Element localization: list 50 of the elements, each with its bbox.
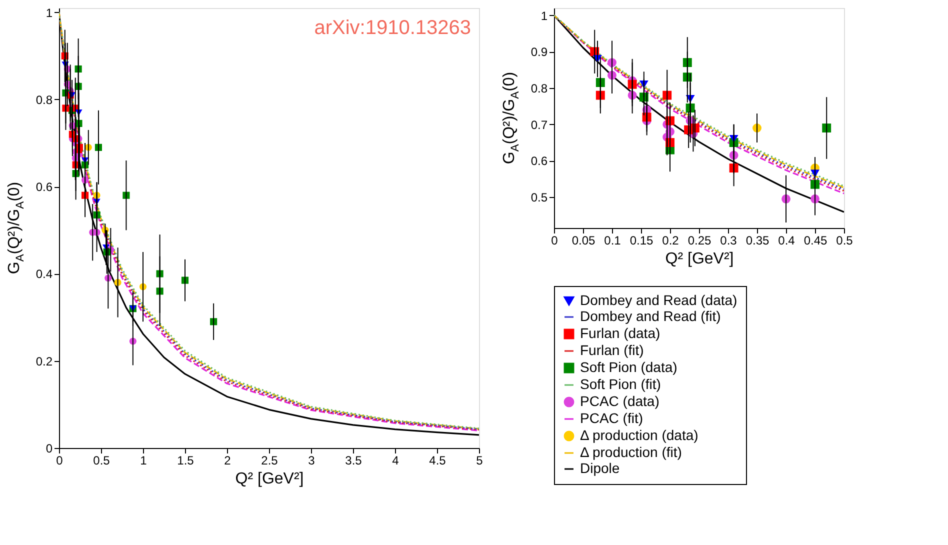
x-tick-label: 4.5 [429, 454, 446, 468]
x-tick-label: 3 [308, 454, 316, 468]
y-tick-label: 0.5 [530, 190, 548, 205]
legend-label: Dombey and Read (fit) [580, 308, 721, 324]
y-tick-label: 0.9 [530, 45, 548, 60]
y-tick-label: 0.6 [36, 180, 53, 194]
annotation: arXiv:1910.13263 [314, 17, 471, 39]
x-tick-label: 2.5 [261, 454, 278, 468]
x-tick-label: 1.5 [177, 454, 194, 468]
x-tick-label: 0.45 [804, 234, 828, 248]
x-tick-label: 0.2 [662, 234, 680, 248]
y-tick-label: 0.4 [36, 267, 53, 282]
x-tick-label: 0.15 [630, 234, 654, 248]
x-axis-title: Q² [GeV²] [665, 250, 734, 268]
x-tick-label: 0.3 [720, 234, 738, 248]
legend-label: Dombey and Read (data) [580, 292, 738, 308]
x-tick-label: 0 [56, 454, 64, 468]
y-tick-label: 0.2 [36, 354, 53, 368]
legend-label: Δ production (data) [580, 427, 698, 443]
y-tick-label: 0 [46, 442, 53, 456]
y-tick-label: 0.7 [530, 118, 548, 132]
x-axis-title: Q² [GeV²] [235, 470, 304, 488]
legend-label: Dipole [580, 460, 620, 476]
x-tick-label: 0.1 [604, 234, 622, 248]
legend-label: PCAC (fit) [580, 410, 643, 426]
x-tick-label: 0.35 [746, 234, 770, 248]
x-tick-label: 0.4 [778, 234, 796, 248]
x-tick-label: 0.25 [688, 234, 712, 248]
x-tick-label: 1 [140, 454, 148, 468]
y-tick-label: 0.8 [530, 82, 548, 96]
y-tick-label: 1 [46, 6, 53, 20]
x-tick-label: 0.5 [93, 454, 110, 468]
x-tick-label: 0 [551, 234, 558, 248]
x-tick-label: 5 [476, 454, 484, 468]
x-tick-label: 0.05 [572, 234, 596, 248]
y-tick-label: 1 [540, 8, 548, 23]
x-tick-label: 0.5 [836, 234, 854, 248]
legend-label: Furlan (fit) [580, 342, 644, 358]
y-tick-label: 0.6 [530, 154, 548, 168]
legend-label: Δ production (fit) [580, 444, 682, 460]
y-axis-title: GA(Q²)/GA(0) [6, 182, 26, 274]
legend-label: Furlan (data) [580, 325, 660, 341]
legend-label: PCAC (data) [580, 393, 660, 409]
x-tick-label: 3.5 [345, 454, 362, 468]
y-axis-title: GA(Q²)/GA(0) [501, 72, 522, 164]
legend-label: Soft Pion (fit) [580, 376, 661, 392]
x-tick-label: 2 [224, 454, 232, 468]
legend-label: Soft Pion (data) [580, 359, 678, 375]
y-tick-label: 0.8 [36, 92, 53, 107]
x-tick-label: 4 [392, 454, 400, 468]
